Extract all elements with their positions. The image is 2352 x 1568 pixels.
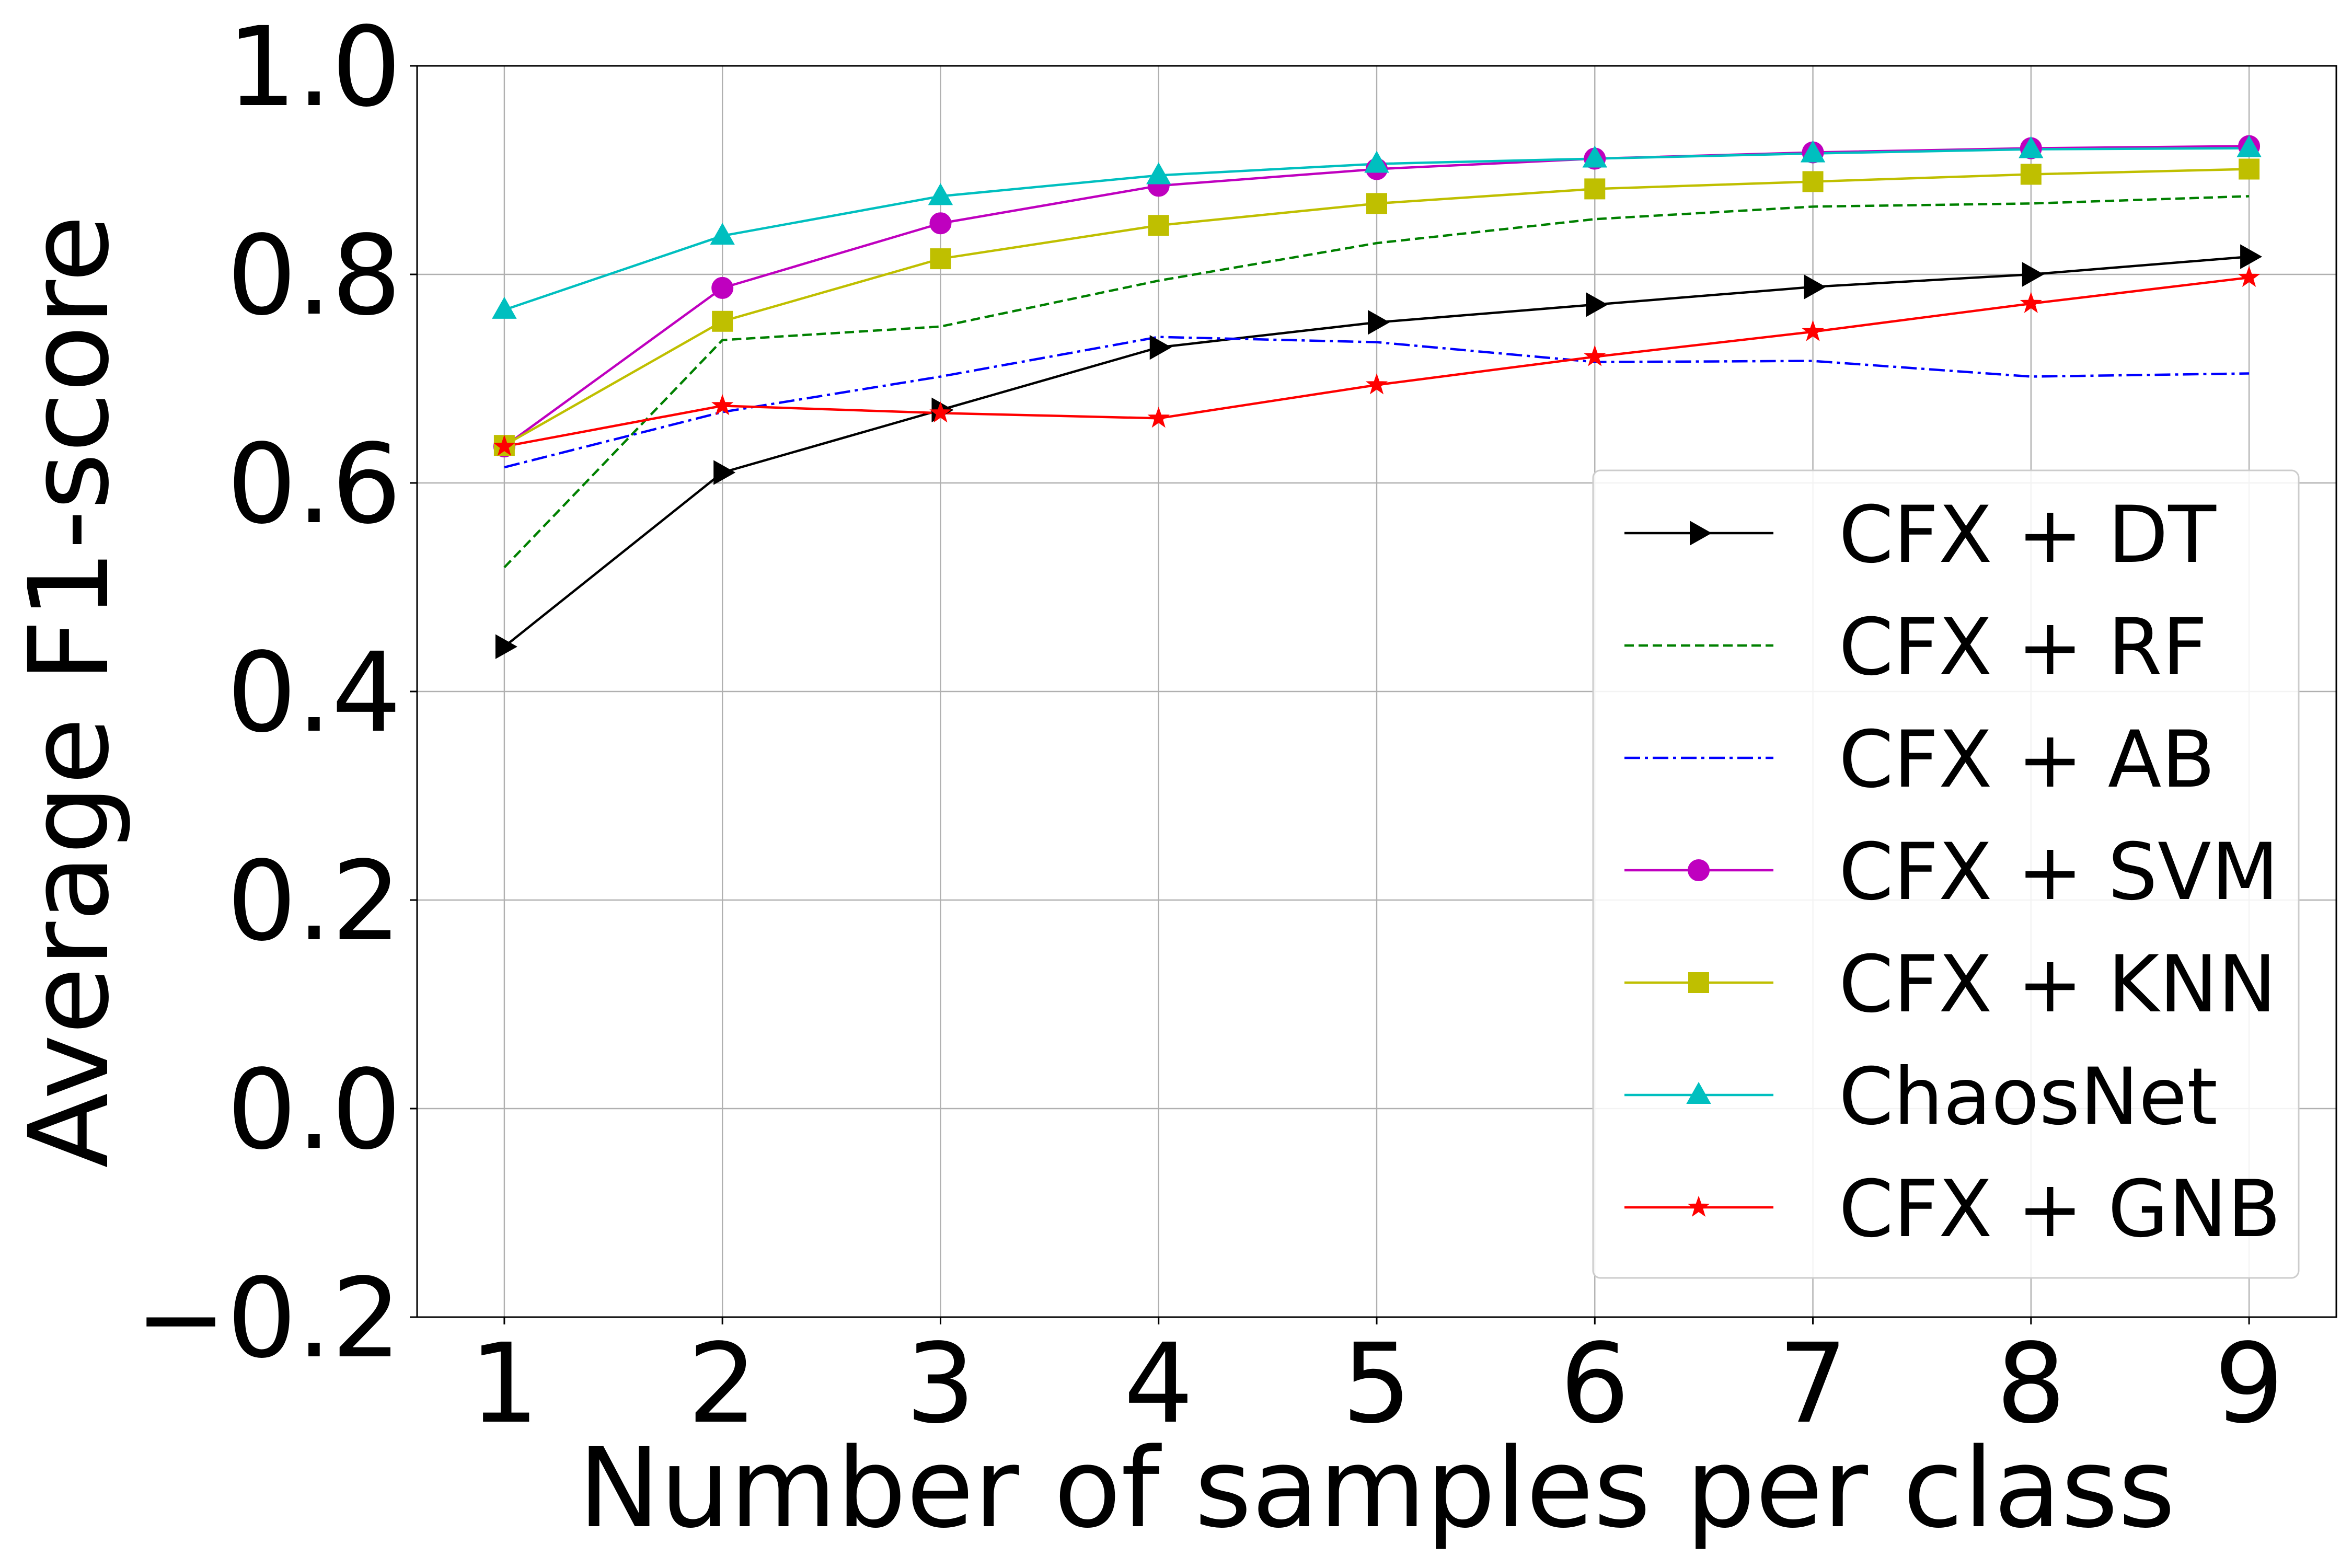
- data-point: [493, 434, 516, 456]
- data-point: [2019, 136, 2044, 158]
- data-point: [2022, 262, 2044, 287]
- legend-swatch-marker: [1688, 859, 1710, 881]
- series-markers: [492, 135, 2263, 659]
- data-point: [1365, 373, 1388, 395]
- x-tick-label: 3: [906, 1320, 976, 1448]
- y-tick-label: −0.2: [135, 1254, 401, 1382]
- y-tick-label: 0.0: [227, 1046, 401, 1174]
- data-point: [1584, 178, 1606, 200]
- legend-label: CFX + SVM: [1839, 827, 2279, 918]
- data-point: [1364, 151, 1389, 173]
- x-tick-label: 5: [1342, 1320, 1412, 1448]
- legend-swatch-marker: [1688, 972, 1709, 993]
- legend-swatch-marker: [1687, 1195, 1710, 1217]
- data-point: [1582, 145, 1607, 168]
- axis-ticks: 1 2 3 4 5 6 7 8 9 −0.2 0.0 0.2 0.4 0.6 0.8 1.0: [135, 3, 2284, 1448]
- data-point: [929, 401, 952, 423]
- legend-label: CFX + KNN: [1839, 939, 2277, 1030]
- data-point: [1147, 407, 1170, 428]
- data-point: [1366, 193, 1387, 214]
- x-tick-label: 1: [469, 1320, 539, 1448]
- legend-box: [1592, 469, 2300, 1279]
- data-point: [1148, 215, 1169, 236]
- x-tick-label: 2: [687, 1320, 757, 1448]
- data-point: [492, 296, 517, 319]
- data-point: [2240, 244, 2263, 269]
- data-point: [2239, 158, 2260, 180]
- legend-label: CFX + GNB: [1839, 1164, 2281, 1255]
- data-point: [2238, 266, 2261, 287]
- x-axis-label: Number of samples per class: [578, 1424, 2175, 1552]
- y-tick-label: 1.0: [227, 3, 401, 131]
- data-point: [1802, 171, 1824, 192]
- data-point: [1146, 162, 1171, 185]
- data-point: [711, 394, 734, 416]
- data-point: [710, 223, 735, 245]
- data-point: [1802, 320, 1824, 341]
- series-line: [503, 195, 2250, 569]
- data-point: [1586, 292, 1608, 317]
- legend-label: CFX + AB: [1839, 714, 2215, 805]
- data-point: [711, 276, 734, 299]
- data-point: [929, 212, 952, 235]
- y-tick-label: 0.4: [227, 629, 401, 757]
- data-point: [1804, 274, 1826, 299]
- data-point: [712, 310, 733, 332]
- legend-label: ChaosNet: [1839, 1052, 2218, 1143]
- x-tick-label: 6: [1560, 1320, 1630, 1448]
- x-tick-label: 9: [2214, 1320, 2284, 1448]
- legend-swatch-marker: [1686, 1081, 1711, 1104]
- data-point: [1800, 140, 1826, 163]
- legend: CFX + DT CFX + RF CFX + AB CFX + SVM CFX + K…: [1592, 469, 2300, 1279]
- legend-label: CFX + RF: [1839, 602, 2207, 693]
- data-point: [1368, 310, 1390, 335]
- data-point: [2020, 164, 2042, 185]
- y-axis-label: Average F1-score: [5, 215, 133, 1168]
- x-tick-label: 4: [1124, 1320, 1194, 1448]
- data-point: [928, 183, 953, 205]
- data-point: [2236, 135, 2262, 157]
- data-point: [713, 460, 736, 485]
- y-tick-label: 0.2: [227, 837, 401, 965]
- y-tick-label: 0.8: [227, 212, 401, 340]
- data-point: [2020, 292, 2043, 313]
- series-line: [504, 336, 2250, 469]
- data-point: [495, 634, 517, 659]
- data-point: [930, 248, 951, 270]
- legend-swatch-marker: [1690, 521, 1712, 546]
- y-tick-label: 0.6: [227, 420, 401, 548]
- legend-label: CFX + DT: [1839, 490, 2217, 581]
- x-tick-label: 7: [1778, 1320, 1848, 1448]
- data-point: [1584, 345, 1606, 366]
- data-point: [1149, 335, 1172, 360]
- x-tick-label: 8: [1996, 1320, 2066, 1448]
